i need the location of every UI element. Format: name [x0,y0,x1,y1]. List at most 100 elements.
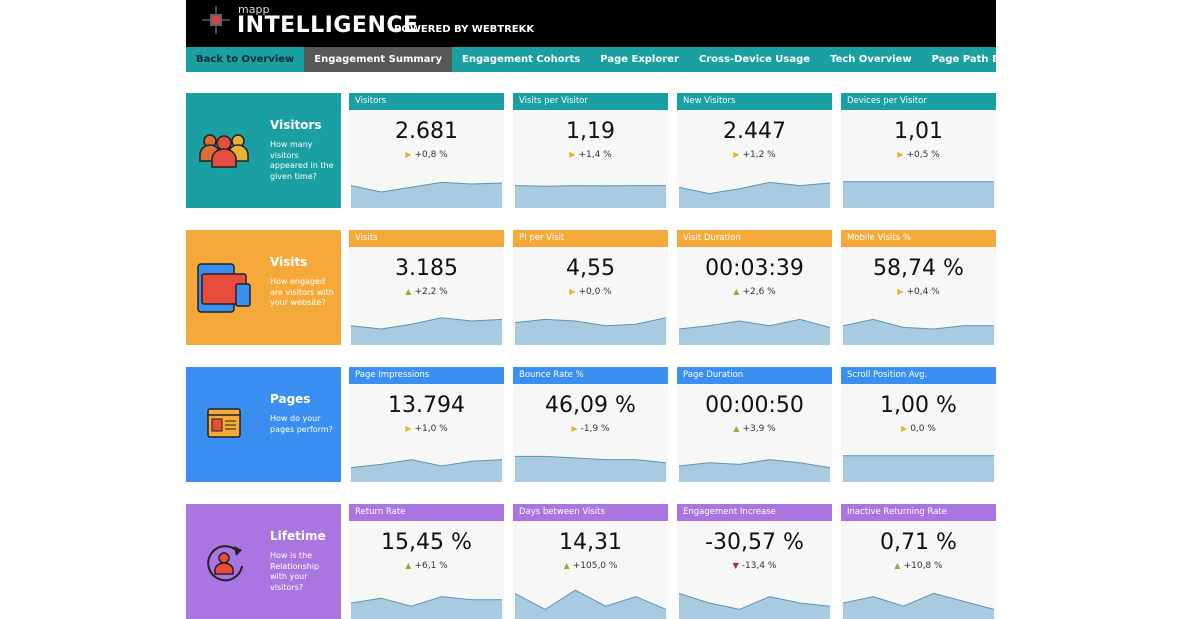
kpi-delta-value: +10,8 % [903,561,943,571]
sparkline-area [515,590,666,619]
sparkline [515,455,666,482]
kpi-delta: ▶ 0,0 % [841,424,996,434]
sparkline-area [515,456,666,482]
sparkline-line [679,459,830,469]
kpi-delta: ▶ +1,0 % [349,424,504,434]
kpi-delta-value: -13,4 % [741,561,777,571]
category-title: Pages [270,392,311,406]
kpi-card[interactable]: Devices per Visitor 1,01 ▶ +0,5 % [841,93,996,208]
kpi-card[interactable]: Days between Visits 14,31 ▲ +105,0 % [513,504,668,619]
kpi-card[interactable]: PI per Visit 4,55 ▶ +0,0 % [513,230,668,345]
sparkline [679,318,830,345]
sparkline-line [679,592,830,610]
category-title: Visitors [270,118,322,132]
kpi-card[interactable]: Engagement Increase -30,57 % ▼ -13,4 % [677,504,832,619]
sparkline-area [843,593,994,619]
category-title: Visits [270,255,308,269]
kpi-value: 2.447 [723,119,786,144]
category-panel: Pages How do your pages perform? [186,367,341,482]
category-title: Lifetime [270,529,326,543]
kpi-card[interactable]: Visit Duration 00:03:39 ▲ +2,6 % [677,230,832,345]
kpi-label: Engagement Increase [677,504,832,521]
kpi-value: 46,09 % [545,393,636,418]
kpi-label: Visitors [349,93,504,110]
kpi-value: 15,45 % [381,530,472,555]
trend-down-icon: ▼ [732,561,739,570]
powered-by: POWERED BY WEBTREKK [394,24,535,35]
trend-up-icon: ▲ [405,287,412,296]
sparkline-line [679,181,830,195]
nav-tab[interactable]: Engagement Summary [304,47,453,72]
trend-neutral-icon: ▶ [405,424,412,433]
users-icon [199,134,249,168]
sparkline-line [351,459,502,469]
kpi-delta: ▶ +0,0 % [513,287,668,297]
trend-neutral-icon: ▶ [901,424,908,433]
kpi-value: 0,71 % [880,530,957,555]
nav-tab[interactable]: Page Explorer [600,54,679,65]
trend-up-icon: ▲ [563,561,570,570]
sparkline-area [515,185,666,208]
kpi-delta: ▲ +3,9 % [677,424,832,434]
user-cycle-icon [207,545,243,582]
sparkline [351,181,502,208]
kpi-card[interactable]: Visits per Visitor 1,19 ▶ +1,4 % [513,93,668,208]
kpi-delta: ▲ +105,0 % [513,561,668,571]
kpi-card[interactable]: New Visitors 2.447 ▶ +1,2 % [677,93,832,208]
sparkline-area [679,459,830,482]
sparkline-line [515,589,666,610]
kpi-label: Days between Visits [513,504,668,521]
kpi-label: Page Impressions [349,367,504,384]
kpi-value: -30,57 % [705,530,804,555]
dashboard: mapp INTELLIGENCE POWERED BY WEBTREKK Ba… [186,0,1039,619]
kpi-delta-value: +0,4 % [906,287,940,297]
sparkline-line [515,455,666,464]
kpi-delta-value: +1,2 % [742,150,776,160]
trend-up-icon: ▲ [733,424,740,433]
kpi-label: Scroll Position Avg. [841,367,996,384]
kpi-value: 1,01 [894,119,943,144]
kpi-card[interactable]: Mobile Visits % 58,74 % ▶ +0,4 % [841,230,996,345]
devices-icon [197,263,251,313]
kpi-card[interactable]: Visits 3.185 ▲ +2,2 % [349,230,504,345]
kpi-card[interactable]: Visitors 2.681 ▶ +0,8 % [349,93,504,208]
nav-tab[interactable]: Back to Overview [196,54,295,65]
kpi-delta: ▶ +0,5 % [841,150,996,160]
sparkline [515,185,666,208]
kpi-delta-value: +0,8 % [414,150,448,160]
trend-neutral-icon: ▶ [897,150,904,159]
kpi-delta: ▲ +10,8 % [841,561,996,571]
sparkline-area [679,182,830,208]
kpi-value: 1,00 % [880,393,957,418]
kpi-delta: ▲ +2,6 % [677,287,832,297]
nav-tab[interactable]: Page Path Explorer [931,54,1040,65]
trend-neutral-icon: ▶ [897,287,904,296]
nav-tab[interactable]: Cross-Device Usage [698,54,811,65]
nav-tab[interactable]: Tech Overview [830,54,912,65]
kpi-card[interactable]: Page Impressions 13.794 ▶ +1,0 % [349,367,504,482]
kpi-delta: ▶ +1,2 % [677,150,832,160]
sparkline-area [351,317,502,345]
kpi-card[interactable]: Return Rate 15,45 % ▲ +6,1 % [349,504,504,619]
sparkline [679,459,830,482]
kpi-label: Devices per Visitor [841,93,996,110]
kpi-value: 00:03:39 [705,256,804,281]
trend-up-icon: ▲ [894,561,901,570]
nav-tab[interactable]: Engagement Cohorts [462,54,581,65]
kpi-card[interactable]: Inactive Returning Rate 0,71 % ▲ +10,8 % [841,504,996,619]
kpi-card[interactable]: Page Duration 00:00:50 ▲ +3,9 % [677,367,832,482]
sparkline [515,317,666,345]
kpi-delta: ▲ +2,2 % [349,287,504,297]
kpi-card[interactable]: Bounce Rate % 46,09 % ▶ -1,9 % [513,367,668,482]
kpi-label: Visits [349,230,504,247]
sparkline-line [515,185,666,187]
kpi-delta-value: +0,0 % [578,287,612,297]
kpi-label: Mobile Visits % [841,230,996,247]
row-visitors: Visitors How many visitors appeared in t… [186,93,996,208]
trend-neutral-icon: ▶ [571,424,578,433]
kpi-value: 58,74 % [873,256,964,281]
kpi-value: 2.681 [395,119,458,144]
sparkline [843,318,994,345]
kpi-card[interactable]: Scroll Position Avg. 1,00 % ▶ 0,0 % [841,367,996,482]
kpi-delta-value: 0,0 % [910,424,936,434]
